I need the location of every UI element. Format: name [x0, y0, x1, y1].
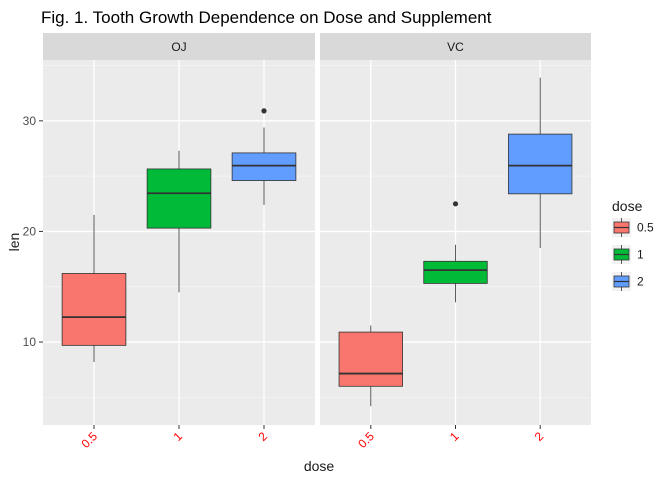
- legend-label: 2: [637, 275, 644, 289]
- y-tick-label: 20: [23, 224, 37, 238]
- box-vc-dose-1: [423, 201, 488, 303]
- facet-strip: [320, 33, 591, 60]
- box-oj-dose-0.5: [61, 214, 127, 362]
- legend-label: 1: [637, 248, 644, 262]
- box-oj-dose-2: [231, 108, 297, 205]
- box-body: [61, 273, 127, 346]
- legend-entry-1: 1: [612, 245, 644, 264]
- x-tick-label: 0.5: [355, 429, 377, 451]
- x-tick-label: 0.5: [78, 429, 100, 451]
- legend-entry-2: 2: [612, 272, 644, 291]
- y-tick-label: 30: [23, 114, 37, 128]
- facet-strip-label: OJ: [171, 40, 186, 54]
- box-body: [508, 133, 573, 195]
- box-oj-dose-1: [146, 150, 212, 293]
- legend-title: dose: [612, 198, 643, 214]
- x-tick-label: 2: [532, 429, 547, 444]
- box-vc-dose-0.5: [338, 325, 403, 407]
- x-tick-label: 1: [447, 429, 462, 444]
- legend-entry-0.5: 0.5: [612, 218, 654, 237]
- x-tick-label: 1: [170, 429, 185, 444]
- box-body: [423, 260, 488, 284]
- y-axis-title: len: [6, 233, 22, 252]
- x-axis-title: dose: [304, 458, 335, 474]
- box-body: [146, 168, 212, 229]
- legend-label: 0.5: [637, 221, 654, 235]
- box-body: [338, 331, 403, 387]
- box-vc-dose-2: [508, 77, 573, 249]
- y-tick-label: 10: [23, 335, 37, 349]
- outlier-point: [452, 201, 459, 207]
- x-tick-label: 2: [255, 429, 270, 444]
- facet-panel-oj: OJ 0.5 1 2: [43, 33, 315, 451]
- legend: dose 0.5 1 2: [612, 198, 654, 291]
- chart-title: Fig. 1. Tooth Growth Dependence on Dose …: [41, 8, 492, 27]
- facet-strip: [43, 33, 315, 60]
- box-body: [231, 152, 297, 181]
- y-axis: 10 20 30: [23, 114, 43, 349]
- facet-panel-vc: VC 0.5 1 2: [320, 33, 591, 451]
- facet-strip-label: VC: [447, 40, 464, 54]
- outlier-point: [261, 108, 267, 114]
